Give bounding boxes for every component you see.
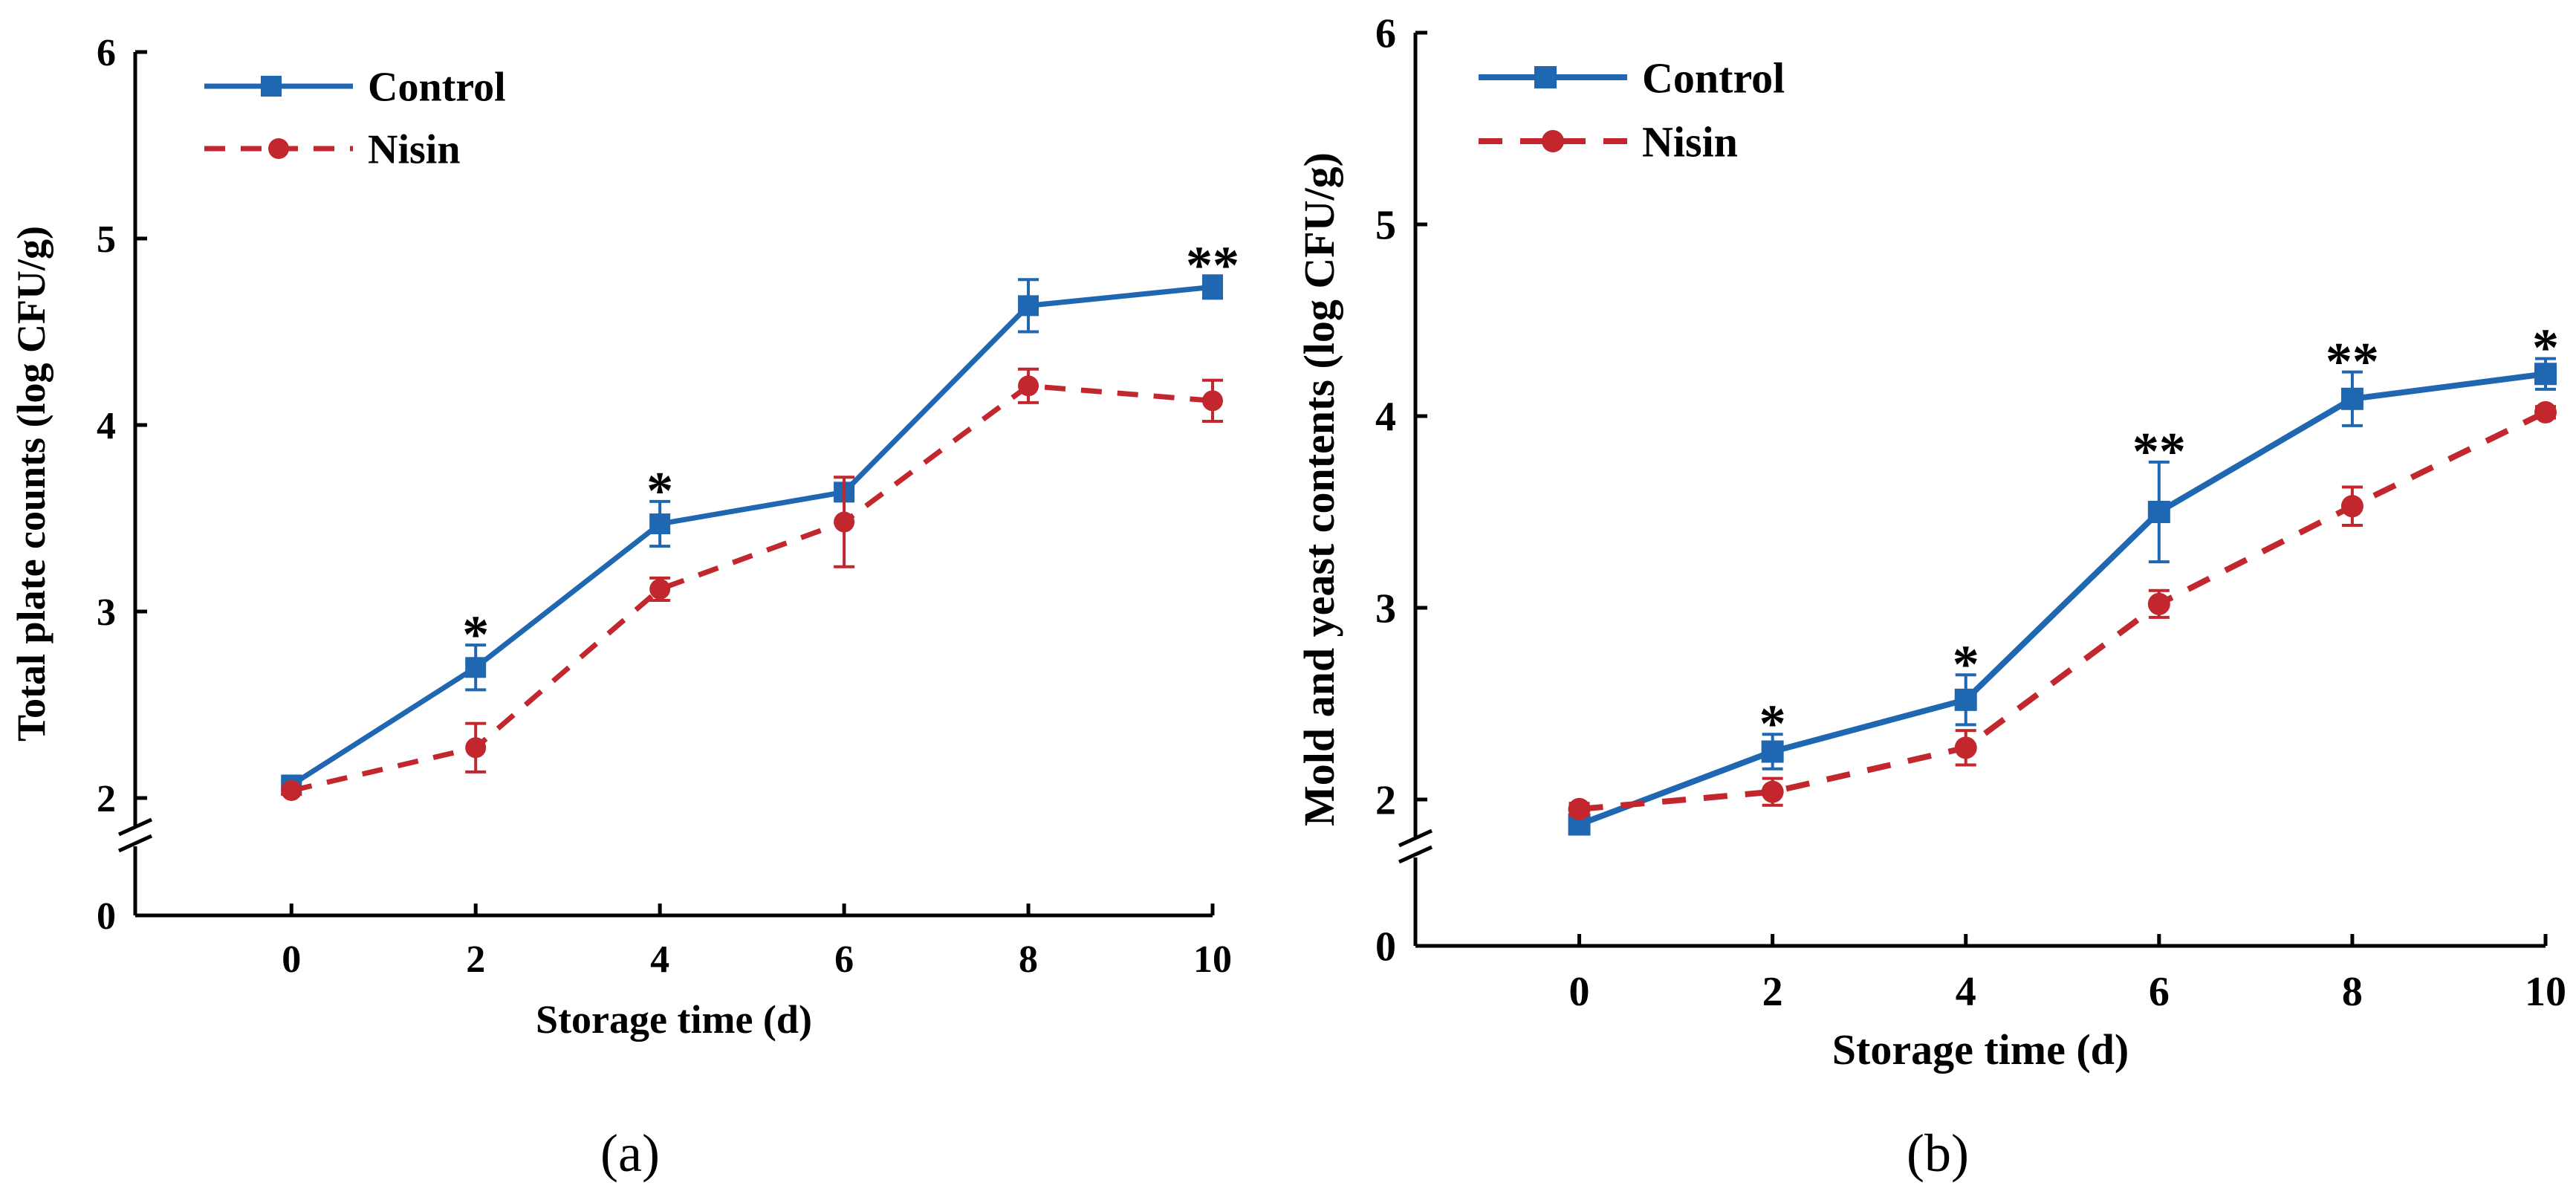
x-tick-label: 6: [2149, 969, 2170, 1015]
series-control: [1568, 357, 2557, 836]
x-axis-title: Storage time (d): [1832, 1025, 2129, 1074]
y-tick-label: 6: [1375, 11, 1396, 57]
legend-marker: [268, 138, 289, 159]
x-tick-label: 6: [834, 938, 854, 981]
data-point: [1954, 736, 1977, 759]
y-axis-title: Mold and yeast contents (log CFU/g): [1295, 152, 1343, 826]
y-tick-label: 3: [97, 591, 116, 634]
significance-marker: **: [2132, 422, 2186, 481]
y-tick-label: 4: [97, 405, 116, 447]
data-point: [834, 511, 855, 533]
data-point: [649, 513, 671, 535]
data-point: [2534, 363, 2557, 386]
data-point: [1761, 740, 1784, 763]
y-axis-break: [117, 817, 153, 853]
series-line: [1579, 409, 2547, 812]
significance-marker: *: [646, 461, 673, 521]
data-point: [649, 578, 671, 600]
data-point: [1018, 295, 1039, 317]
y-tick-label: 2: [97, 778, 116, 820]
significance-marker: **: [2326, 331, 2379, 391]
series-control: [281, 274, 1223, 796]
x-tick-label: 2: [466, 938, 485, 981]
data-point: [1954, 688, 1977, 711]
data-point: [1761, 780, 1784, 803]
y-tick-label: 5: [1375, 203, 1396, 249]
y-axis-break: [1398, 828, 1433, 864]
legend: Control Nisin: [204, 65, 506, 173]
chart-panel-a: 0 2 3 4 5 6 0 2 4 6 8 10 Storage time (d) Total plate…: [9, 32, 1239, 1183]
panel-label: (a): [600, 1123, 660, 1183]
significance-marker: *: [1953, 635, 1979, 694]
x-tick-label: 8: [1019, 938, 1038, 981]
data-point: [1018, 375, 1039, 397]
significance-marker: *: [1759, 694, 1786, 753]
x-tick-label: 0: [1569, 969, 1590, 1015]
legend-marker: [261, 76, 282, 97]
data-point: [2147, 501, 2170, 523]
data-point: [2340, 387, 2364, 410]
data-point: [465, 737, 487, 759]
x-axis-title: Storage time (d): [536, 997, 812, 1042]
data-point: [2534, 400, 2557, 424]
y-tick-label: 2: [1375, 778, 1396, 824]
x-tick-label: 4: [1956, 969, 1976, 1015]
series-line: [290, 284, 1213, 788]
y-tick-label: 0: [97, 895, 116, 938]
series-line: [291, 383, 1213, 794]
x-tick-label: 8: [2342, 969, 2363, 1015]
legend-label: Nisin: [368, 127, 461, 173]
y-tick-label: 6: [97, 32, 116, 74]
data-point: [2147, 592, 2170, 615]
y-axis-title: Total plate counts (log CFU/g): [9, 226, 53, 742]
series-nisin: [281, 367, 1223, 801]
significance-marker: **: [1186, 236, 1239, 295]
legend-marker: [1542, 130, 1564, 152]
y-tick-label: 5: [97, 218, 116, 261]
y-tick-label: 3: [1375, 586, 1396, 632]
legend-label: Nisin: [1642, 117, 1738, 166]
data-point: [281, 779, 302, 801]
panel-label: (b): [1907, 1123, 1969, 1183]
chart-panel-b: 0 2 3 4 5 6 0 2 4 6 8 10 Storage time (d) Mold and ye…: [1295, 11, 2566, 1183]
data-point: [1568, 797, 1591, 820]
data-point: [1202, 390, 1223, 412]
y-tick-label: 0: [1375, 924, 1396, 970]
legend-label: Control: [1642, 53, 1785, 102]
x-tick-label: 4: [650, 938, 669, 981]
significance-marker: *: [2532, 318, 2559, 377]
x-tick-label: 0: [282, 938, 301, 981]
legend-label: Control: [368, 65, 506, 111]
x-tick-label: 10: [2525, 969, 2566, 1015]
data-point: [1202, 276, 1223, 298]
series-nisin: [1568, 400, 2557, 820]
legend-marker: [1534, 66, 1557, 88]
x-tick-label: 10: [1193, 938, 1232, 981]
significance-marker: *: [462, 605, 489, 664]
y-tick-label: 4: [1375, 395, 1396, 441]
series-line: [1578, 371, 2546, 828]
x-tick-label: 2: [1762, 969, 1783, 1015]
legend: Control Nisin: [1479, 53, 1785, 166]
data-point: [2340, 495, 2364, 518]
data-point: [465, 657, 487, 678]
